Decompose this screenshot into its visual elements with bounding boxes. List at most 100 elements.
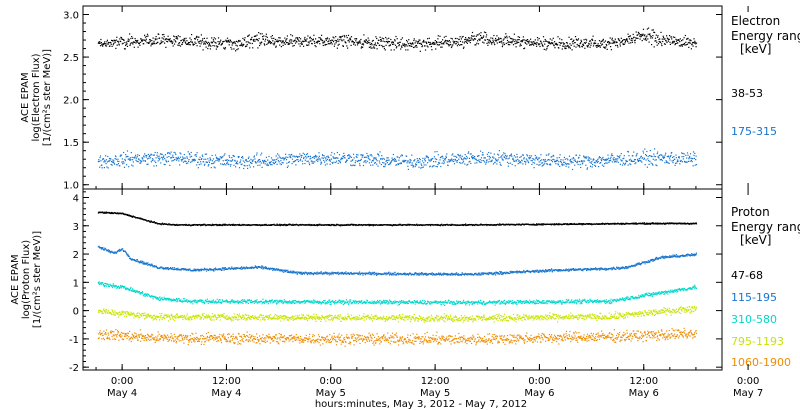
electron-point bbox=[300, 156, 303, 158]
proton-point bbox=[542, 223, 544, 225]
electron-point bbox=[438, 41, 440, 43]
electron-point bbox=[397, 156, 399, 158]
electron-point bbox=[668, 38, 670, 40]
electron-point bbox=[373, 156, 375, 159]
electron-point bbox=[101, 43, 103, 45]
proton-point bbox=[373, 272, 375, 274]
proton-point bbox=[353, 272, 355, 274]
electron-series-175-315 bbox=[97, 148, 698, 171]
electron-point bbox=[539, 164, 541, 166]
electron-point bbox=[367, 155, 369, 157]
electron-point bbox=[126, 164, 128, 166]
electron-point bbox=[691, 44, 693, 46]
electron-point bbox=[148, 157, 150, 159]
electron-point bbox=[634, 39, 636, 41]
proton-point bbox=[118, 249, 120, 251]
electron-point bbox=[302, 163, 304, 165]
electron-point bbox=[118, 44, 120, 46]
electron-point bbox=[499, 37, 501, 39]
electron-point bbox=[230, 41, 232, 43]
electron-point bbox=[572, 43, 574, 45]
electron-point bbox=[161, 153, 163, 155]
electron-point bbox=[685, 44, 687, 46]
proton-point bbox=[250, 267, 252, 269]
proton-point bbox=[287, 269, 289, 271]
electron-point bbox=[625, 39, 627, 41]
electron-point bbox=[461, 158, 463, 160]
electron-point bbox=[360, 154, 362, 156]
electron-point bbox=[675, 157, 677, 159]
electron-point bbox=[264, 159, 266, 161]
electron-point bbox=[134, 157, 136, 159]
electron-point bbox=[654, 148, 656, 150]
electron-point bbox=[154, 160, 156, 162]
proton-point bbox=[479, 224, 481, 226]
electron-point bbox=[472, 155, 474, 157]
electron-point bbox=[191, 155, 193, 157]
electron-point bbox=[356, 41, 358, 44]
proton-point bbox=[188, 269, 190, 271]
proton-point bbox=[673, 222, 675, 224]
proton-point bbox=[335, 272, 337, 275]
electron-point bbox=[661, 45, 663, 47]
electron-point bbox=[326, 156, 328, 158]
electron-point bbox=[582, 162, 584, 164]
electron-point bbox=[206, 161, 208, 163]
electron-point bbox=[683, 153, 685, 155]
electron-point bbox=[506, 161, 509, 163]
proton-point bbox=[553, 223, 555, 225]
electron-point bbox=[451, 38, 453, 40]
electron-point bbox=[695, 42, 698, 44]
electron-point bbox=[342, 45, 344, 47]
proton-point bbox=[430, 225, 432, 227]
proton-point bbox=[304, 272, 306, 274]
electron-point bbox=[462, 161, 465, 163]
electron-point bbox=[582, 43, 584, 45]
electron-point bbox=[106, 166, 108, 168]
electron-point bbox=[630, 163, 632, 166]
electron-point bbox=[409, 158, 411, 161]
electron-point bbox=[433, 161, 435, 163]
electron-point bbox=[154, 151, 156, 154]
electron-point bbox=[497, 39, 499, 41]
electron-point bbox=[532, 158, 534, 160]
electron-point bbox=[108, 160, 110, 162]
electron-point bbox=[232, 159, 234, 161]
electron-point bbox=[347, 47, 349, 49]
electron-point bbox=[183, 154, 185, 156]
electron-point bbox=[495, 159, 497, 161]
electron-point bbox=[376, 163, 378, 165]
proton-point bbox=[101, 212, 103, 214]
electron-point bbox=[324, 44, 326, 46]
proton-point bbox=[580, 223, 583, 225]
proton-point bbox=[144, 262, 146, 264]
electron-point bbox=[337, 157, 339, 159]
electron-point bbox=[444, 157, 447, 160]
electron-point bbox=[565, 42, 568, 44]
electron-point bbox=[468, 151, 470, 153]
electron-point bbox=[675, 38, 677, 40]
electron-point bbox=[380, 158, 382, 160]
electron-point bbox=[292, 45, 294, 47]
electron-point bbox=[542, 164, 544, 166]
electron-point bbox=[339, 39, 341, 41]
electron-point bbox=[171, 156, 173, 158]
proton-point bbox=[385, 272, 387, 274]
electron-point bbox=[431, 166, 433, 168]
electron-point bbox=[201, 158, 203, 160]
electron-point bbox=[164, 42, 166, 44]
electron-point bbox=[286, 162, 288, 164]
electron-point bbox=[690, 40, 692, 42]
electron-point bbox=[288, 40, 291, 42]
electron-point bbox=[623, 155, 625, 157]
electron-point bbox=[329, 160, 332, 162]
electron-point bbox=[297, 156, 299, 158]
electron-point bbox=[371, 44, 373, 46]
proton-point bbox=[508, 223, 510, 225]
electron-point bbox=[484, 39, 486, 41]
electron-point bbox=[257, 47, 259, 49]
electron-point bbox=[230, 160, 232, 162]
proton-point bbox=[195, 270, 197, 272]
electron-point bbox=[588, 158, 590, 160]
